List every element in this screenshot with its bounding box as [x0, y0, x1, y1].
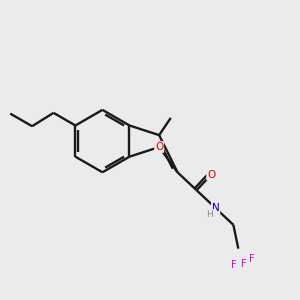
Text: F: F — [232, 260, 237, 269]
Text: N: N — [212, 203, 220, 213]
Text: O: O — [155, 142, 163, 152]
Text: F: F — [249, 254, 254, 263]
Text: H: H — [206, 210, 213, 219]
Text: F: F — [241, 259, 246, 269]
Text: O: O — [207, 169, 215, 180]
